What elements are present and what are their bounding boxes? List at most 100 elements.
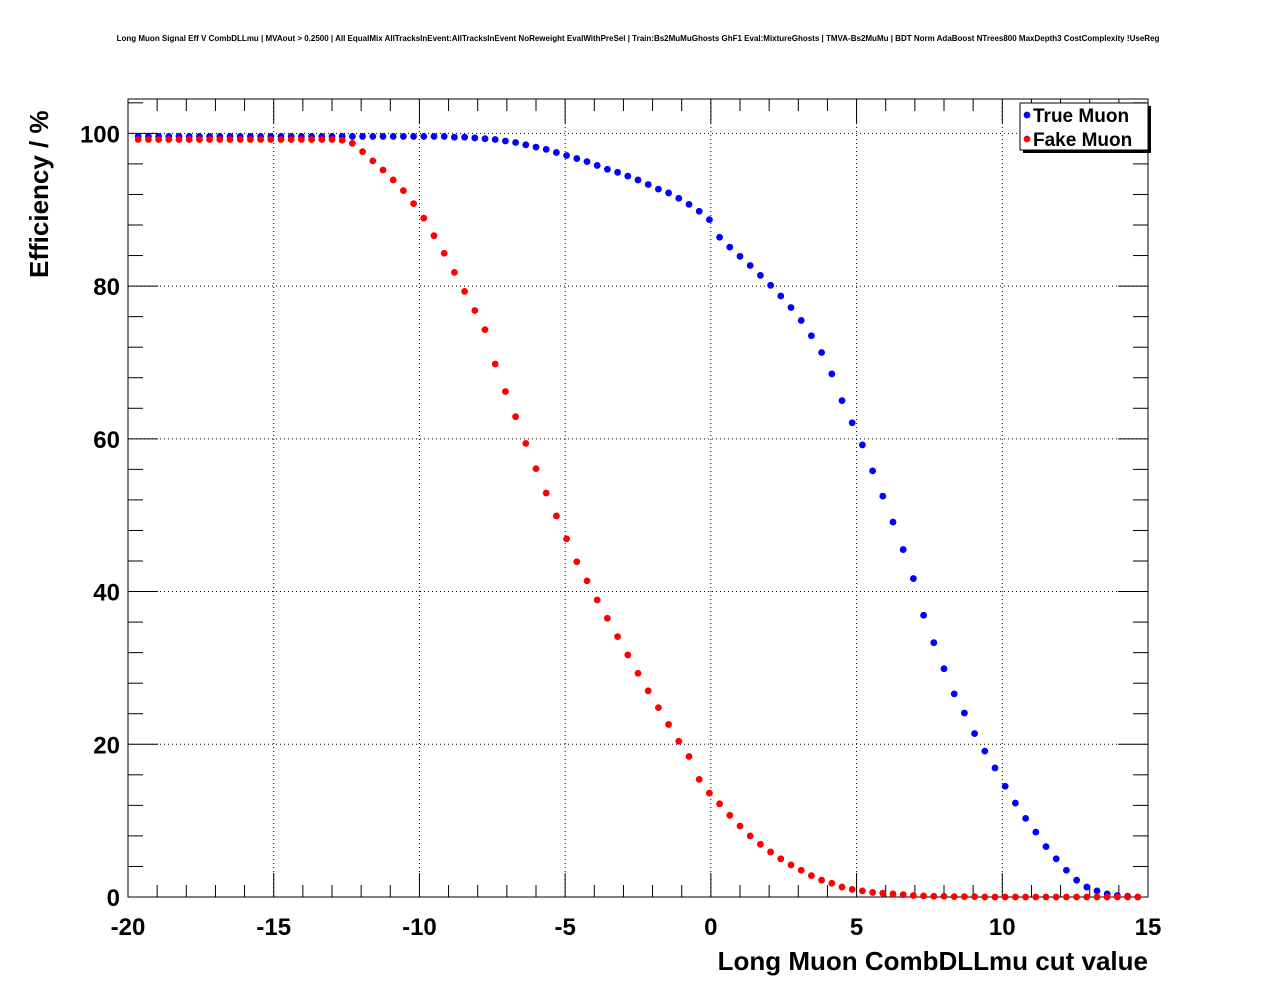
data-point — [440, 249, 448, 257]
data-point — [512, 413, 519, 421]
data-point — [869, 889, 876, 896]
data-point — [257, 136, 264, 143]
data-point — [746, 832, 754, 840]
data-point — [1042, 893, 1050, 901]
data-point — [706, 789, 713, 797]
data-point — [940, 892, 948, 900]
data-point — [838, 883, 846, 891]
legend-marker — [1023, 111, 1031, 119]
data-point — [155, 136, 163, 143]
data-point — [410, 133, 417, 140]
data-point — [716, 233, 723, 241]
data-point — [869, 467, 876, 475]
y-tick-label: 60 — [93, 427, 120, 454]
data-point — [1093, 887, 1101, 895]
data-point — [818, 876, 825, 884]
data-point — [532, 465, 540, 472]
data-point — [838, 397, 846, 405]
data-point — [889, 518, 897, 526]
data-point — [818, 349, 825, 356]
data-point — [655, 185, 662, 193]
data-point — [930, 892, 938, 900]
data-point — [461, 133, 468, 141]
data-point — [1093, 893, 1101, 901]
data-point — [1032, 828, 1040, 836]
data-point — [879, 889, 887, 897]
data-point — [797, 866, 805, 874]
x-tick-label: -5 — [554, 914, 575, 941]
data-point — [675, 737, 683, 745]
data-point — [1083, 883, 1091, 891]
data-point — [695, 207, 703, 215]
data-point — [216, 136, 224, 143]
data-point — [1012, 893, 1019, 901]
series-fake-muon — [134, 136, 1142, 901]
data-point — [318, 136, 326, 143]
data-point — [298, 136, 305, 143]
data-point — [440, 133, 448, 140]
data-point — [1103, 893, 1111, 901]
data-point — [879, 492, 887, 500]
data-point — [614, 168, 621, 176]
data-point — [471, 134, 479, 142]
data-point — [471, 307, 479, 314]
data-point — [614, 633, 621, 640]
data-point — [389, 176, 397, 184]
data-point — [196, 136, 203, 143]
data-point — [400, 133, 407, 140]
grid-layer — [128, 99, 1148, 897]
legend-label: Fake Muon — [1033, 130, 1132, 151]
data-point — [430, 133, 438, 140]
data-point — [349, 139, 356, 147]
data-point — [369, 157, 377, 165]
data-point — [624, 172, 632, 180]
data-point — [236, 136, 244, 143]
data-point — [583, 577, 591, 585]
data-point — [593, 162, 601, 169]
data-point — [920, 892, 927, 900]
data-point — [1052, 855, 1060, 863]
data-point — [828, 370, 836, 378]
data-point — [430, 232, 438, 240]
data-point — [308, 136, 315, 143]
data-point — [859, 887, 866, 895]
data-point — [553, 512, 560, 520]
data-point — [451, 268, 458, 276]
data-point — [1114, 893, 1121, 901]
data-point — [400, 187, 407, 195]
data-point — [736, 252, 744, 260]
data-point — [502, 388, 509, 395]
data-point — [1022, 814, 1029, 822]
data-point — [950, 690, 958, 698]
data-point — [461, 288, 468, 295]
data-point — [1001, 893, 1009, 901]
data-point — [512, 139, 519, 146]
data-point — [991, 893, 999, 901]
data-point — [369, 133, 377, 140]
data-point — [634, 669, 642, 677]
y-tick-label: 80 — [93, 274, 120, 301]
data-point — [328, 136, 336, 143]
x-tick-label: -15 — [256, 914, 291, 941]
data-point — [563, 152, 570, 159]
data-point — [930, 639, 938, 647]
data-point — [134, 136, 142, 143]
data-point — [644, 181, 652, 188]
data-point — [797, 317, 805, 324]
data-point — [542, 146, 550, 153]
y-axis-title: Efficiency / % — [24, 110, 54, 278]
data-point — [1032, 893, 1040, 901]
y-tick-label: 0 — [107, 885, 120, 912]
data-point — [1063, 893, 1070, 901]
data-point — [899, 891, 907, 899]
data-point — [910, 892, 917, 899]
data-point — [267, 136, 275, 143]
plot-frame — [127, 98, 1149, 898]
data-point — [420, 214, 428, 222]
x-tick-label: -20 — [111, 914, 146, 941]
data-point — [491, 360, 499, 368]
data-point — [634, 176, 642, 184]
data-point — [726, 243, 734, 251]
data-point — [828, 879, 836, 887]
data-point — [502, 137, 509, 145]
